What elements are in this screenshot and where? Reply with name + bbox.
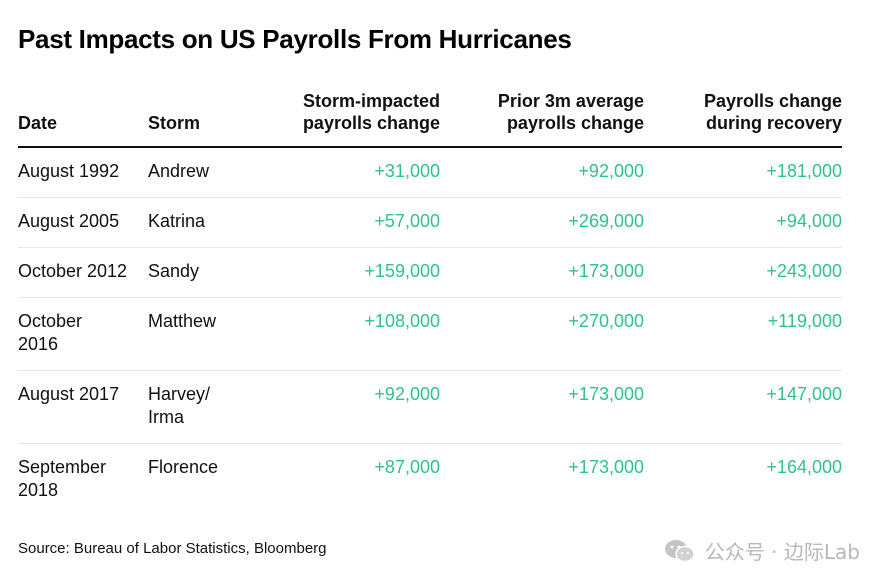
- watermark-text: 公众号 · 边际Lab: [704, 540, 860, 564]
- cell-recovery: +94,000: [776, 211, 842, 231]
- cell-date: August 2005: [18, 210, 148, 233]
- header-storm-impacted-line1: Storm-impacted: [302, 91, 440, 111]
- cell-storm-line2: Irma: [148, 407, 184, 427]
- table-row: August 2005 Katrina +57,000 +269,000 +94…: [18, 198, 842, 248]
- cell-recovery: +147,000: [766, 384, 842, 404]
- watermark: 公众号 · 边际Lab: [663, 536, 860, 565]
- header-recovery-line2: during recovery: [705, 113, 842, 133]
- cell-date-line1: August 1992: [18, 161, 120, 181]
- cell-storm-line1: Sandy: [148, 261, 200, 281]
- cell-date-line1: October 2012: [18, 261, 128, 281]
- cell-storm-impacted: +87,000: [374, 457, 440, 477]
- table-row: October 2016 Matthew +108,000 +270,000 +…: [18, 298, 842, 371]
- header-storm: Storm: [148, 112, 258, 134]
- cell-prior-3m: +92,000: [578, 161, 644, 181]
- cell-prior-3m: +270,000: [568, 311, 644, 331]
- cell-storm: Florence: [148, 456, 258, 479]
- cell-date-line2: 2018: [18, 480, 59, 500]
- cell-storm: Andrew: [148, 160, 258, 183]
- header-prior-3m-line2: payrolls change: [506, 113, 644, 133]
- header-recovery: Payrolls change during recovery: [644, 90, 842, 134]
- cell-date-line1: October: [18, 311, 83, 331]
- cell-date: September 2018: [18, 456, 148, 502]
- cell-recovery: +164,000: [766, 457, 842, 477]
- cell-storm: Harvey/ Irma: [148, 383, 258, 429]
- cell-date: August 1992: [18, 160, 148, 183]
- cell-date: October 2012: [18, 260, 148, 283]
- cell-date-line1: September: [18, 457, 107, 477]
- cell-date-line2: 2016: [18, 334, 59, 354]
- wechat-icon: [664, 539, 695, 562]
- cell-prior-3m: +173,000: [568, 457, 644, 477]
- hurricane-payrolls-table: Date Storm Storm-impacted payrolls chang…: [18, 90, 842, 516]
- cell-storm-line1: Matthew: [148, 311, 217, 331]
- cell-storm-impacted: +92,000: [374, 384, 440, 404]
- header-prior-3m: Prior 3m average payrolls change: [440, 90, 644, 134]
- page-title: Past Impacts on US Payrolls From Hurrica…: [18, 24, 572, 54]
- table-row: August 2017 Harvey/ Irma +92,000 +173,00…: [18, 371, 842, 444]
- cell-date: October 2016: [18, 310, 148, 356]
- header-date-label: Date: [18, 113, 58, 133]
- header-date: Date: [18, 112, 148, 134]
- cell-date-line1: August 2017: [18, 384, 120, 404]
- cell-storm-line1: Andrew: [148, 161, 210, 181]
- header-recovery-line1: Payrolls change: [703, 91, 842, 111]
- table-header-row: Date Storm Storm-impacted payrolls chang…: [18, 90, 842, 148]
- header-storm-label: Storm: [148, 113, 201, 133]
- cell-storm-impacted: +159,000: [364, 261, 440, 281]
- cell-date-line1: August 2005: [18, 211, 120, 231]
- cell-recovery: +181,000: [766, 161, 842, 181]
- table-row: October 2012 Sandy +159,000 +173,000 +24…: [18, 248, 842, 298]
- cell-storm-line1: Florence: [148, 457, 219, 477]
- table-row: September 2018 Florence +87,000 +173,000…: [18, 444, 842, 516]
- cell-storm-line1: Harvey/: [148, 384, 211, 404]
- cell-storm: Sandy: [148, 260, 258, 283]
- cell-storm: Matthew: [148, 310, 258, 333]
- table-row: August 1992 Andrew +31,000 +92,000 +181,…: [18, 148, 842, 198]
- header-storm-impacted-line2: payrolls change: [302, 113, 440, 133]
- cell-prior-3m: +173,000: [568, 384, 644, 404]
- header-storm-impacted: Storm-impacted payrolls change: [258, 90, 440, 134]
- cell-recovery: +243,000: [766, 261, 842, 281]
- cell-storm-impacted: +31,000: [374, 161, 440, 181]
- cell-prior-3m: +173,000: [568, 261, 644, 281]
- header-prior-3m-line1: Prior 3m average: [497, 91, 644, 111]
- cell-storm-line1: Katrina: [148, 211, 206, 231]
- cell-storm-impacted: +57,000: [374, 211, 440, 231]
- cell-date: August 2017: [18, 383, 148, 406]
- cell-storm-impacted: +108,000: [364, 311, 440, 331]
- cell-prior-3m: +269,000: [568, 211, 644, 231]
- source-note: Source: Bureau of Labor Statistics, Bloo…: [18, 540, 327, 557]
- cell-storm: Katrina: [148, 210, 258, 233]
- cell-recovery: +119,000: [767, 311, 842, 331]
